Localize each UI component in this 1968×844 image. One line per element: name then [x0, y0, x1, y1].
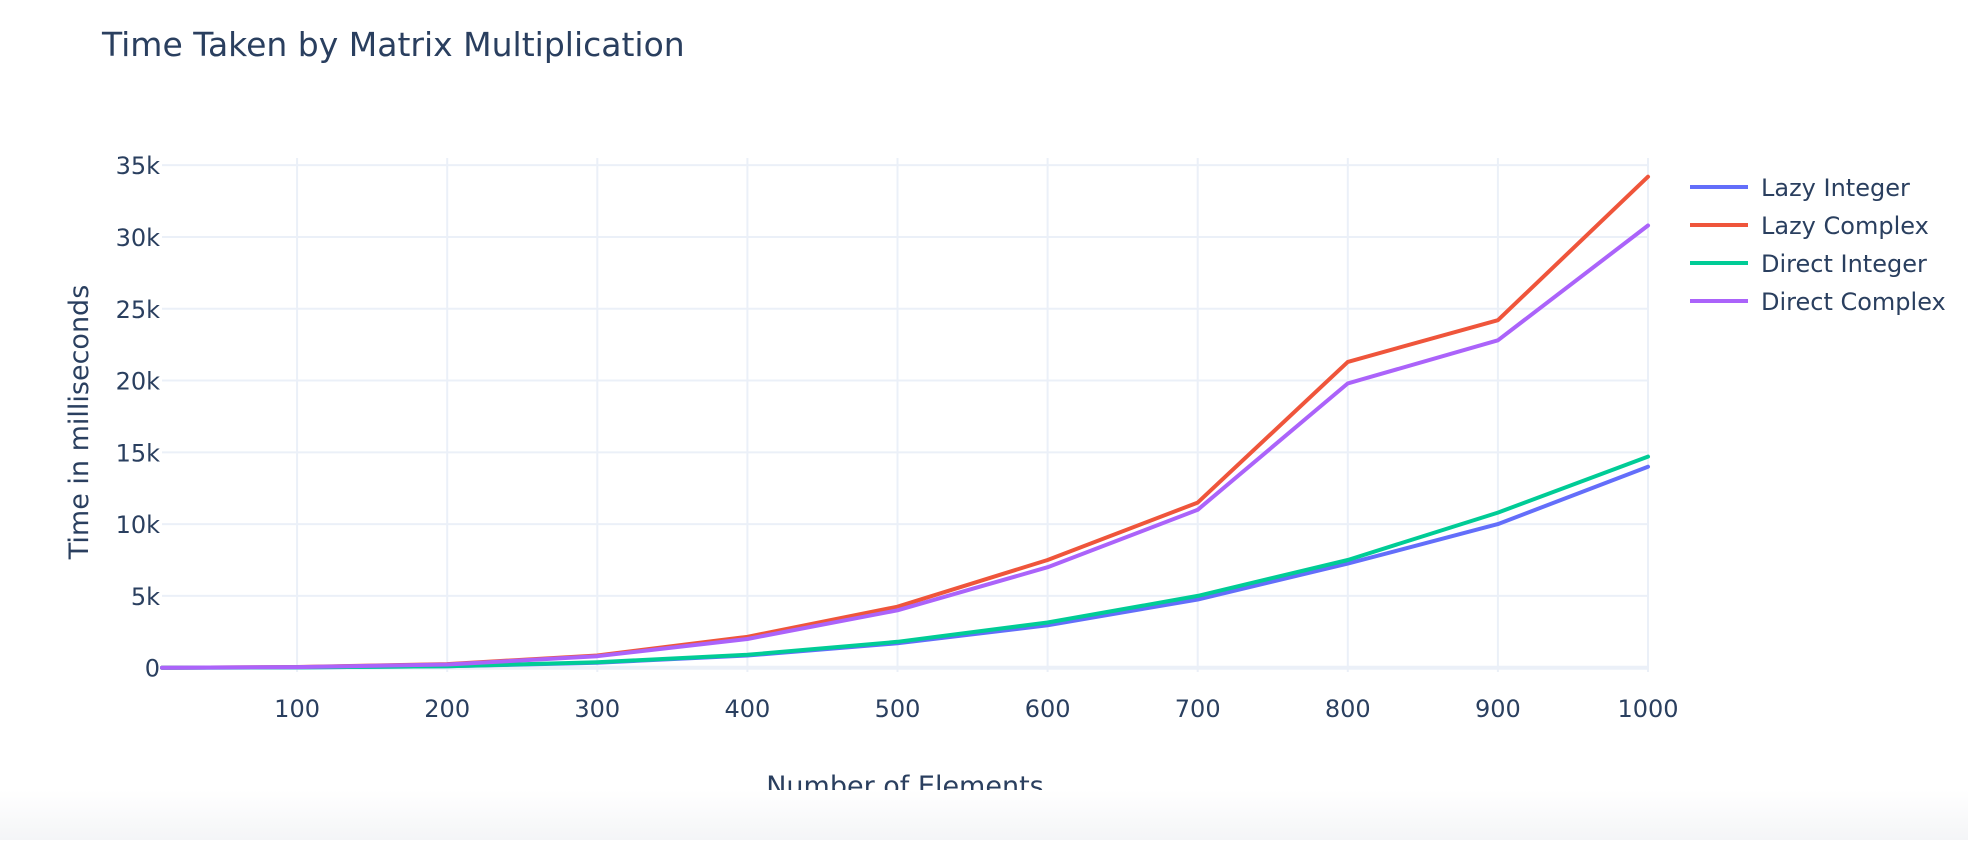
- legend-label: Direct Complex: [1761, 288, 1946, 316]
- legend-label: Lazy Integer: [1761, 174, 1910, 202]
- x-tick-label: 900: [1475, 695, 1521, 723]
- chart-title: Time Taken by Matrix Multiplication: [101, 25, 685, 64]
- y-tick-label: 35k: [116, 152, 161, 180]
- series-line-direct-complex: [160, 223, 1650, 670]
- x-tick-label: 300: [574, 695, 620, 723]
- y-tick-label: 15k: [116, 439, 161, 467]
- x-tick-label: 1000: [1617, 695, 1678, 723]
- y-tick-label: 20k: [116, 368, 161, 396]
- x-axis-ticks: 100 200 300 400 500 600 700 800 900 1000: [274, 695, 1678, 723]
- y-axis-ticks: 0 5k 10k 15k 20k 25k 30k 35k: [116, 152, 161, 683]
- series-lines: [160, 174, 1650, 670]
- y-tick-label: 10k: [116, 511, 161, 539]
- legend-label: Lazy Complex: [1761, 212, 1929, 240]
- legend-label: Direct Integer: [1761, 250, 1927, 278]
- x-tick-label: 800: [1325, 695, 1371, 723]
- series-line-direct-integer: [160, 454, 1650, 670]
- legend-item-lazy-integer[interactable]: Lazy Integer: [1690, 174, 1910, 202]
- legend-item-direct-complex[interactable]: Direct Complex: [1690, 288, 1946, 316]
- y-tick-label: 5k: [131, 583, 160, 611]
- x-tick-label: 500: [875, 695, 921, 723]
- legend-item-lazy-complex[interactable]: Lazy Complex: [1690, 212, 1929, 240]
- y-tick-label: 25k: [116, 296, 161, 324]
- series-line-lazy-integer: [160, 464, 1650, 670]
- y-tick-label: 30k: [116, 224, 161, 252]
- series-line-lazy-complex: [160, 174, 1650, 670]
- y-tick-label: 0: [145, 655, 160, 683]
- x-tick-label: 100: [274, 695, 320, 723]
- x-tick-label: 700: [1175, 695, 1221, 723]
- x-tick-label: 200: [424, 695, 470, 723]
- y-axis-title: Time in milliseconds: [64, 285, 95, 561]
- legend-item-direct-integer[interactable]: Direct Integer: [1690, 250, 1927, 278]
- x-tick-label: 400: [724, 695, 770, 723]
- legend[interactable]: Lazy Integer Lazy Complex Direct Integer Di…: [1690, 174, 1946, 316]
- bottom-band: [0, 790, 1968, 840]
- grid: [162, 158, 1649, 672]
- x-tick-label: 600: [1025, 695, 1071, 723]
